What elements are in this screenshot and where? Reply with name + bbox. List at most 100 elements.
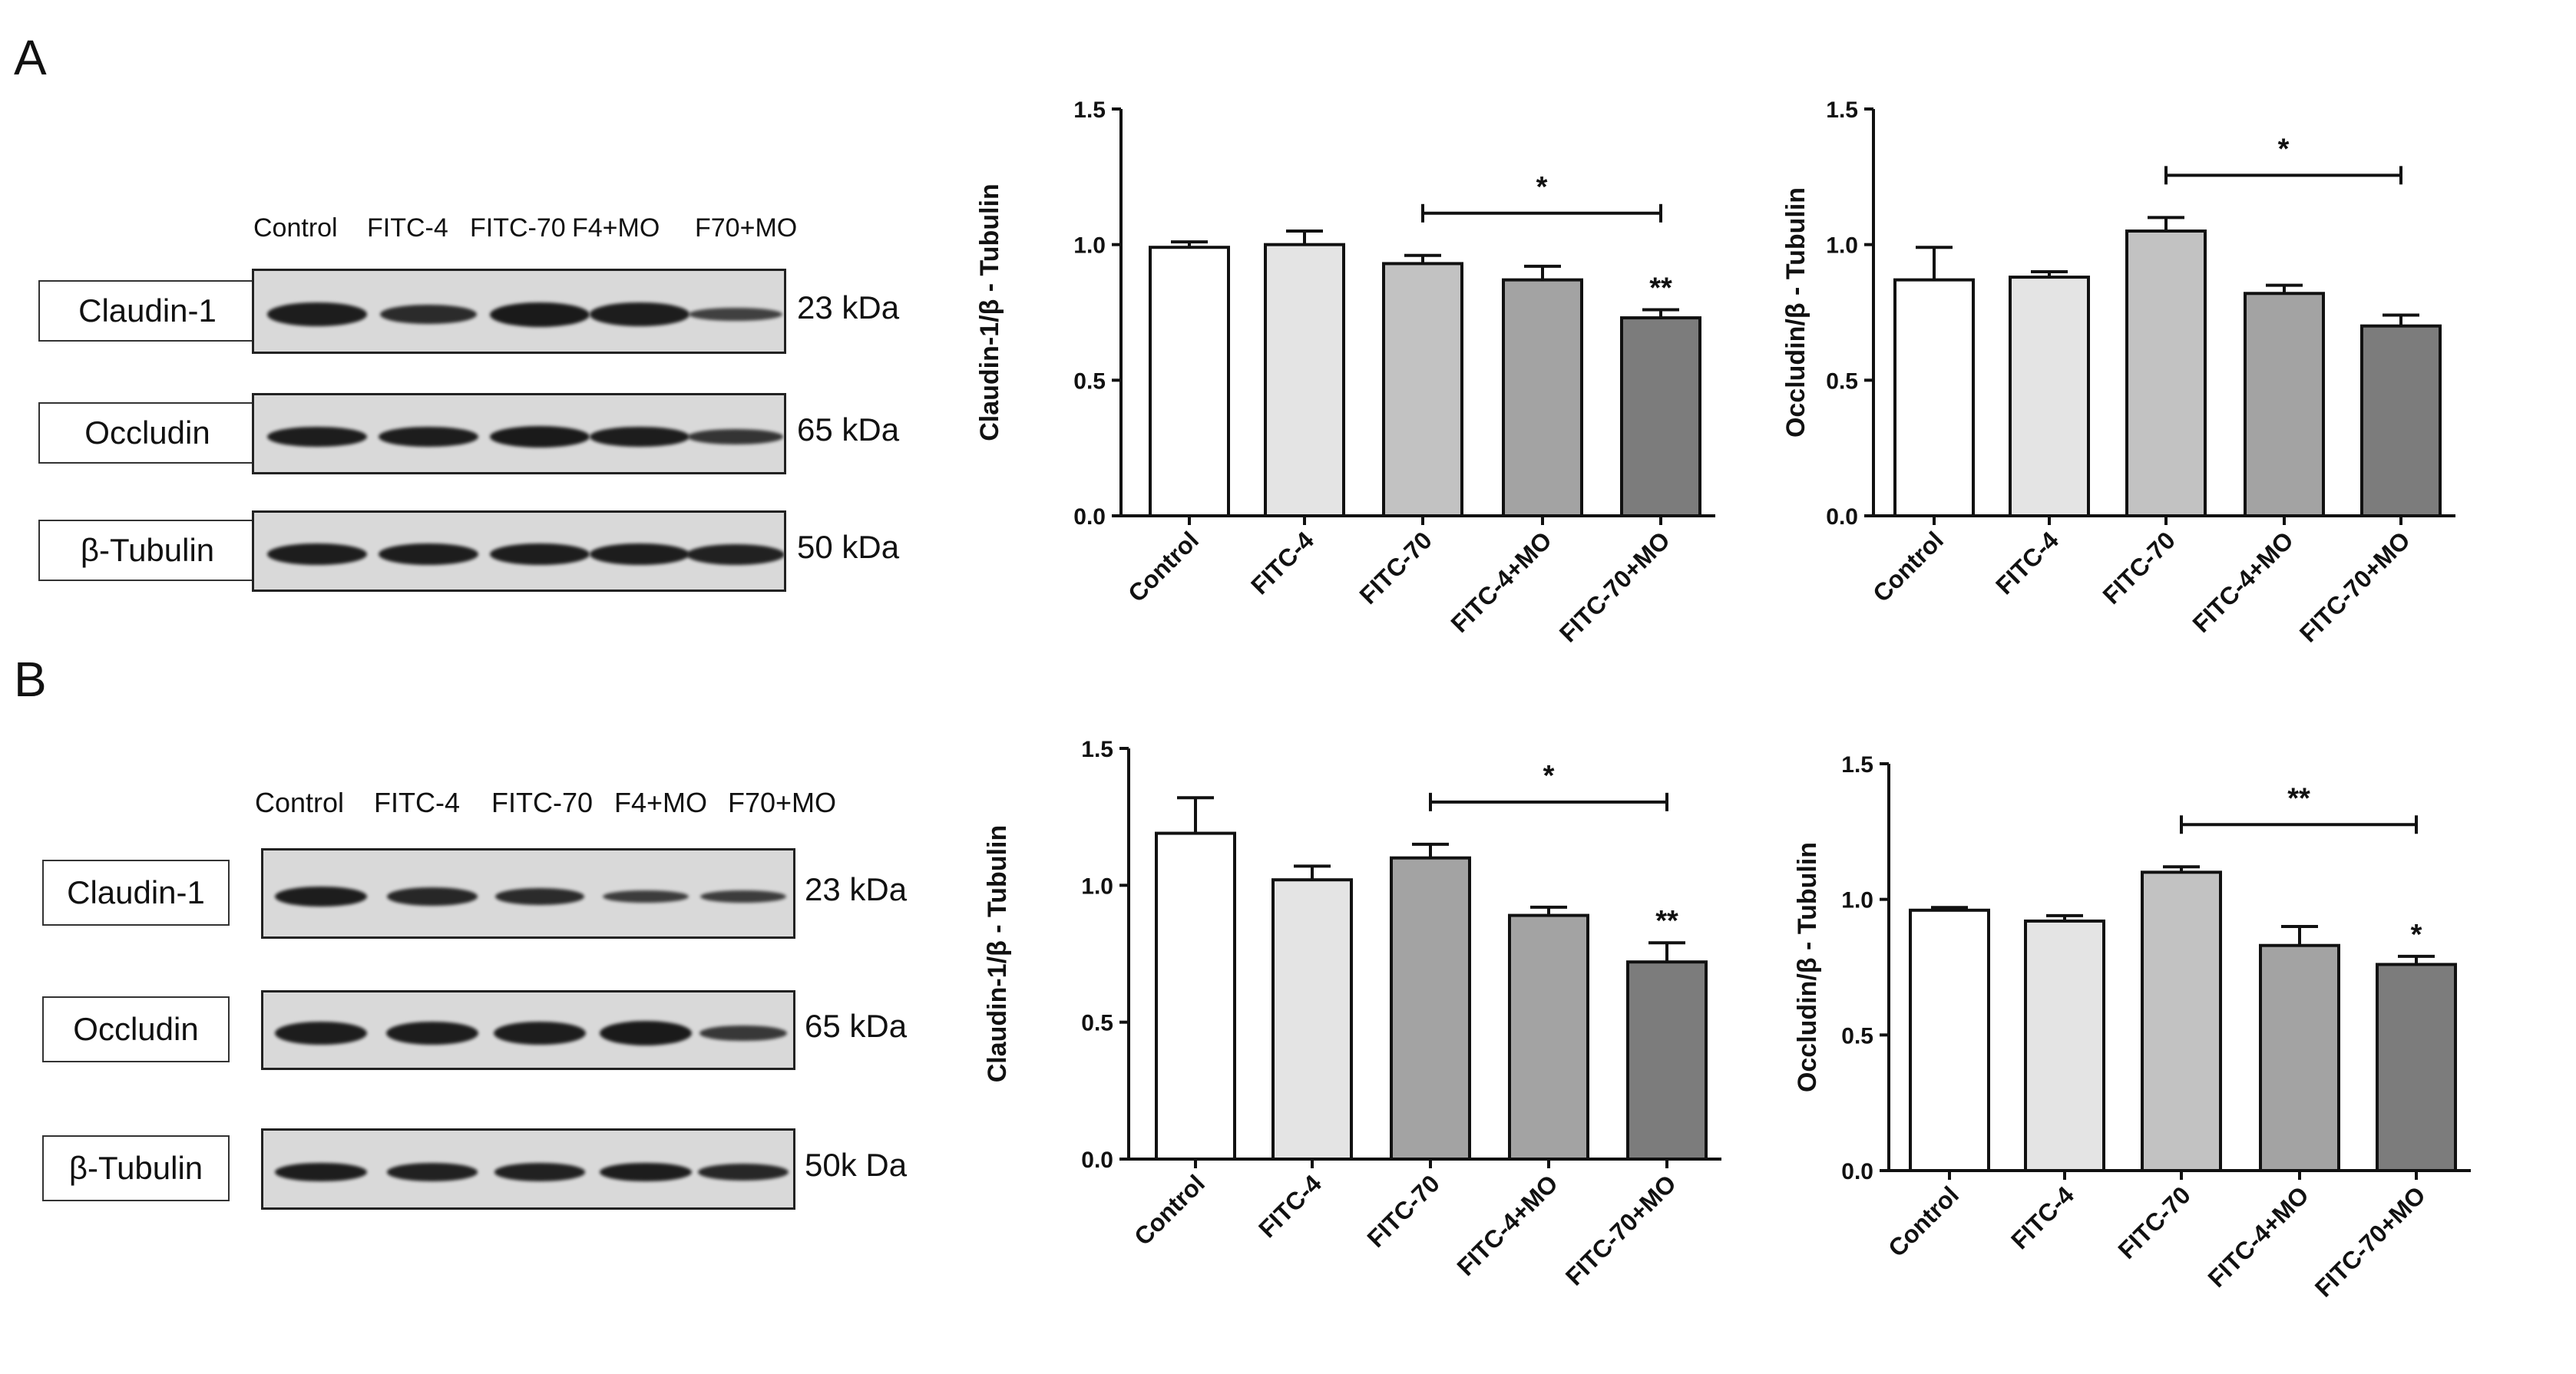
blot-band	[494, 887, 585, 906]
lane-label: FITC-70	[470, 213, 566, 243]
lane-label: Control	[255, 787, 345, 818]
bar	[1264, 243, 1345, 518]
bar	[1390, 856, 1471, 1161]
lane-label: F4+MO	[614, 787, 708, 818]
lane-label: FITC-70	[491, 787, 594, 818]
blot-band	[600, 1021, 692, 1045]
kda-label: 23 kDa	[805, 871, 908, 907]
bar	[1620, 316, 1701, 517]
bar	[2376, 963, 2457, 1172]
x-tick-label: FITC-4	[1253, 1169, 1327, 1243]
x-tick-label: FITC-70+MO	[2294, 526, 2416, 647]
x-tick-label: FITC-70+MO	[2310, 1181, 2431, 1302]
protein-label: Occludin	[38, 402, 256, 464]
x-tick-label: Control	[1867, 526, 1949, 607]
western-blot-a: Control FITC-4 FITC-70 F4+MO F70+MO Claudin-1…	[0, 0, 937, 660]
blot-band	[490, 543, 590, 566]
blot-strip	[252, 510, 786, 592]
significance-label: *	[1536, 171, 1548, 203]
blot-band	[490, 426, 590, 448]
blot-band	[494, 1021, 586, 1045]
x-tick-label: FITC-70	[1354, 526, 1437, 609]
y-tick-label: 0.5	[1073, 368, 1106, 394]
kda-label: 50k Da	[805, 1147, 908, 1183]
panel-letter-b: B	[14, 652, 47, 707]
x-tick-label: FITC-4+MO	[1445, 526, 1557, 638]
bar	[2009, 276, 2090, 517]
y-tick-label: 1.5	[1073, 97, 1106, 123]
blot-band	[386, 1021, 478, 1045]
y-tick-label: 0.5	[1826, 368, 1858, 394]
lane-label: Control	[253, 213, 338, 243]
y-tick-label: 0.0	[1073, 504, 1106, 530]
bar	[2024, 919, 2105, 1173]
bar-chart-a-occludin: 0.0 0.5 1.0 1.5 Occludin/β - Tubulin Control F…	[1781, 97, 2455, 648]
western-blot-b: Control FITC-4 FITC-70 F4+MO F70+MO Claudin-1…	[0, 0, 937, 1210]
blot-band	[490, 302, 590, 327]
significance-label: *	[2278, 133, 2290, 165]
x-tick-label: FITC-4	[1990, 526, 2064, 599]
bar-significance-label: **	[1655, 905, 1678, 937]
y-tick-label: 0.0	[1826, 504, 1858, 530]
bar-significance-label: **	[1649, 272, 1672, 304]
protein-label: β-Tubulin	[38, 520, 256, 581]
kda-label: 65 kDa	[797, 411, 900, 448]
blot-strip	[261, 990, 795, 1070]
kda-label: 50 kDa	[797, 529, 900, 565]
protein-label: β-Tubulin	[42, 1135, 230, 1201]
blot-band	[600, 1162, 692, 1182]
bar	[2244, 292, 2325, 517]
y-axis-label: Claudin-1/β - Tubulin	[975, 183, 1004, 441]
blot-band	[379, 543, 478, 566]
blot-band	[494, 1163, 586, 1181]
bar	[1271, 878, 1353, 1161]
blot-band	[602, 890, 689, 903]
blot-band	[699, 890, 787, 903]
x-tick-label: Control	[1123, 526, 1204, 607]
bar-chart-b-claudin: 0.0 0.5 1.0 1.5 Claudin-1/β - Tubulin Control…	[983, 737, 1721, 1291]
lane-label: FITC-4	[367, 213, 448, 243]
y-tick-label: 1.0	[1841, 888, 1873, 913]
bar	[2259, 943, 2340, 1172]
bar	[2141, 870, 2222, 1172]
blot-band	[275, 1162, 367, 1182]
x-tick-label: FITC-70+MO	[1560, 1169, 1682, 1290]
bar	[1909, 908, 1990, 1173]
bar	[1149, 246, 1230, 517]
bar	[2360, 324, 2442, 517]
blot-band	[590, 426, 689, 448]
blot-band	[689, 307, 782, 322]
bar	[1893, 278, 1975, 517]
y-tick-label: 1.0	[1826, 233, 1858, 259]
y-tick-label: 0.5	[1841, 1023, 1873, 1049]
blot-band	[379, 426, 478, 448]
blot-strip	[261, 1128, 795, 1210]
lane-label: F70+MO	[728, 787, 837, 818]
y-axis-label: Claudin-1/β - Tubulin	[983, 825, 1012, 1083]
lane-label: F4+MO	[572, 213, 660, 243]
y-tick-label: 1.5	[1841, 752, 1873, 778]
blot-band	[386, 1163, 478, 1181]
blot-band	[267, 543, 367, 566]
x-tick-label: FITC-70+MO	[1554, 526, 1675, 647]
blot-band	[699, 1025, 787, 1042]
kda-label: 23 kDa	[797, 289, 900, 325]
lane-label: FITC-4	[374, 787, 460, 818]
protein-label: Occludin	[42, 996, 230, 1062]
y-tick-label: 0.5	[1081, 1011, 1113, 1036]
blot-strip	[261, 848, 795, 939]
bar	[2125, 230, 2207, 517]
x-tick-label: FITC-70	[2098, 526, 2181, 609]
blot-band	[379, 304, 478, 325]
blot-strip	[252, 393, 786, 474]
lane-label: F70+MO	[695, 213, 798, 243]
panel-letter-a: A	[14, 30, 47, 85]
y-tick-label: 0.0	[1081, 1148, 1113, 1173]
blot-band	[275, 886, 367, 907]
bar	[1508, 913, 1589, 1161]
blot-band	[275, 1021, 367, 1045]
blot-band	[267, 426, 367, 448]
blot-band	[590, 302, 689, 326]
blot-strip	[252, 269, 786, 354]
significance-label: **	[2287, 782, 2310, 814]
